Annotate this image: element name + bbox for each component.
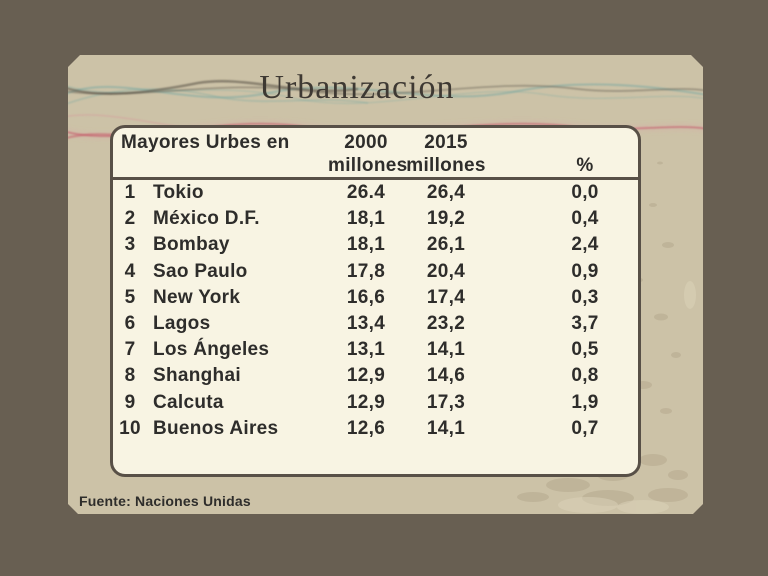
row-2000: 18,1 — [346, 208, 386, 230]
row-percent: 0,7 — [571, 417, 599, 439]
row-2015: 20,4 — [426, 260, 466, 282]
row-city: Tokio — [153, 182, 204, 204]
table-row: 10 Buenos Aires 12,6 14,1 0,7 — [113, 416, 638, 442]
row-rank: 5 — [124, 286, 136, 308]
source-note: Fuente: Naciones Unidas — [79, 493, 251, 509]
table-row: 1 Tokio 26.4 26,4 0,0 — [113, 180, 638, 206]
header-col-cities: Mayores Urbes en — [121, 132, 290, 153]
row-2000: 12,6 — [346, 417, 386, 439]
row-percent: 0,9 — [571, 260, 599, 282]
row-2015: 26,1 — [426, 234, 466, 256]
slide-title: Urbanización — [259, 69, 455, 106]
table-header: Mayores Urbes en 2000 2015 millones mill… — [113, 128, 638, 177]
header-col-2015-unit: millones — [406, 155, 486, 176]
header-col-2000-unit: millones — [328, 155, 408, 176]
row-percent: 0,8 — [571, 365, 599, 387]
table-header-row-1: Mayores Urbes en 2000 2015 — [113, 131, 638, 154]
row-2000: 18,1 — [346, 234, 386, 256]
row-percent: 1,9 — [571, 391, 599, 413]
header-separator — [113, 177, 638, 180]
row-percent: 3,7 — [571, 313, 599, 335]
cities-table: Mayores Urbes en 2000 2015 millones mill… — [110, 125, 641, 477]
row-rank: 4 — [124, 260, 136, 282]
row-2015: 17,4 — [426, 286, 466, 308]
row-2000: 17,8 — [346, 260, 386, 282]
row-percent: 0,3 — [571, 286, 599, 308]
table-row: 3 Bombay 18,1 26,1 2,4 — [113, 232, 638, 258]
row-2000: 26.4 — [346, 182, 386, 204]
table-body: 1 Tokio 26.4 26,4 0,0 2 México D.F. 18,1… — [113, 180, 638, 442]
row-city: Sao Paulo — [153, 260, 248, 282]
row-rank: 3 — [124, 234, 136, 256]
table-row: 6 Lagos 13,4 23,2 3,7 — [113, 311, 638, 337]
table-row: 8 Shanghai 12,9 14,6 0,8 — [113, 363, 638, 389]
table-header-row-2: millones millones % — [113, 154, 638, 177]
row-2015: 26,4 — [426, 182, 466, 204]
row-2000: 12,9 — [346, 365, 386, 387]
row-2015: 14,1 — [426, 339, 466, 361]
row-2015: 14,6 — [426, 365, 466, 387]
row-city: Buenos Aires — [153, 417, 279, 439]
header-col-2000: 2000 — [344, 132, 388, 153]
row-2015: 19,2 — [426, 208, 466, 230]
row-rank: 8 — [124, 365, 136, 387]
row-city: New York — [153, 286, 241, 308]
table-row: 5 New York 16,6 17,4 0,3 — [113, 285, 638, 311]
row-city: Bombay — [153, 234, 230, 256]
row-percent: 0,5 — [571, 339, 599, 361]
row-percent: 0,0 — [571, 182, 599, 204]
row-rank: 1 — [124, 182, 136, 204]
row-rank: 6 — [124, 313, 136, 335]
row-2000: 12,9 — [346, 391, 386, 413]
slide: Urbanización Mayores Urbes en 2000 2015 … — [68, 55, 703, 514]
row-rank: 10 — [119, 417, 141, 439]
row-2015: 14,1 — [426, 417, 466, 439]
row-2000: 13,4 — [346, 313, 386, 335]
header-col-2015: 2015 — [424, 132, 468, 153]
row-rank: 9 — [124, 391, 136, 413]
row-rank: 2 — [124, 208, 136, 230]
row-city: Shanghai — [153, 365, 241, 387]
table-row: 4 Sao Paulo 17,8 20,4 0,9 — [113, 259, 638, 285]
row-2015: 17,3 — [426, 391, 466, 413]
row-2000: 16,6 — [346, 286, 386, 308]
row-2000: 13,1 — [346, 339, 386, 361]
table-row: 9 Calcuta 12,9 17,3 1,9 — [113, 390, 638, 416]
row-city: México D.F. — [153, 208, 260, 230]
row-city: Los Ángeles — [153, 339, 270, 361]
header-col-percent: % — [576, 155, 594, 176]
row-rank: 7 — [124, 339, 136, 361]
row-city: Calcuta — [153, 391, 224, 413]
row-city: Lagos — [153, 313, 211, 335]
table-row: 7 Los Ángeles 13,1 14,1 0,5 — [113, 337, 638, 363]
row-percent: 0,4 — [571, 208, 599, 230]
row-percent: 2,4 — [571, 234, 599, 256]
row-2015: 23,2 — [426, 313, 466, 335]
table-row: 2 México D.F. 18,1 19,2 0,4 — [113, 206, 638, 232]
